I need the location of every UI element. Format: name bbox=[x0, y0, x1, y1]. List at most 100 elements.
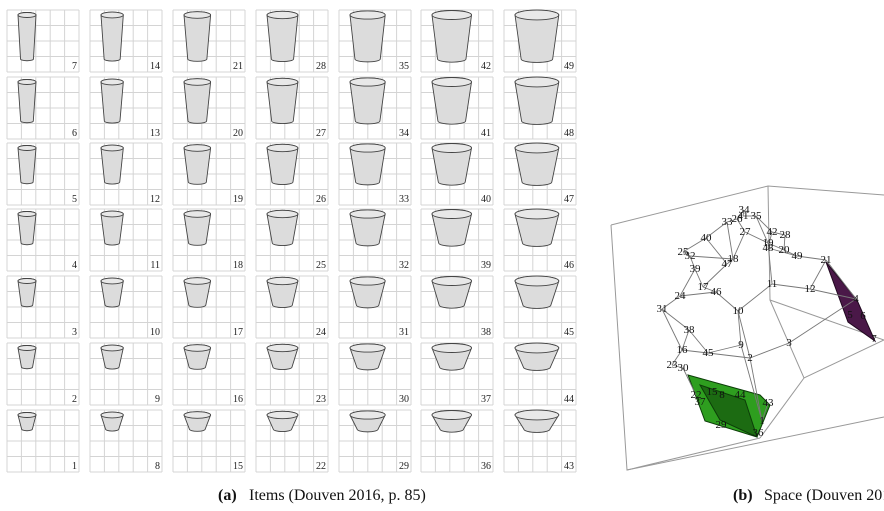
cup-rim bbox=[267, 11, 298, 18]
cup-rim bbox=[101, 79, 123, 85]
node-label: 33 bbox=[722, 216, 734, 228]
node-label: 31 bbox=[657, 303, 668, 315]
item-tile: 47 bbox=[504, 143, 576, 205]
item-tile: 36 bbox=[421, 410, 493, 472]
cup-rim bbox=[184, 412, 211, 419]
item-number: 2 bbox=[72, 394, 77, 405]
node-label: 5 bbox=[847, 309, 853, 321]
item-number: 17 bbox=[233, 327, 243, 338]
cup-rim bbox=[184, 145, 211, 152]
cup bbox=[18, 13, 36, 61]
cup-rim bbox=[18, 80, 36, 85]
item-number: 42 bbox=[481, 61, 491, 72]
item-tile: 49 bbox=[504, 10, 576, 72]
item-tile: 35 bbox=[339, 10, 411, 72]
caption-text: Items (Douven 2016, p. 85) bbox=[249, 487, 426, 504]
cup-rim bbox=[267, 277, 298, 284]
item-tile: 27 bbox=[256, 77, 328, 139]
node-label: 47 bbox=[722, 258, 734, 270]
cup-rim bbox=[432, 11, 472, 20]
item-tile: 13 bbox=[90, 77, 162, 139]
item-tile: 24 bbox=[256, 276, 328, 338]
node-label: 36 bbox=[753, 427, 765, 439]
item-number: 3 bbox=[72, 327, 77, 338]
item-number: 26 bbox=[316, 194, 326, 205]
item-tile: 25 bbox=[256, 209, 328, 271]
item-tile: 30 bbox=[339, 343, 411, 405]
cup bbox=[18, 80, 36, 123]
node-label: 16 bbox=[677, 344, 689, 356]
item-tile: 15 bbox=[173, 410, 245, 472]
item-number: 27 bbox=[316, 128, 326, 139]
item-number: 49 bbox=[564, 61, 574, 72]
node-label: 1 bbox=[759, 415, 765, 427]
item-tile: 11 bbox=[90, 209, 162, 271]
purple-region bbox=[826, 262, 875, 341]
item-tile: 23 bbox=[256, 343, 328, 405]
node-label: 39 bbox=[690, 263, 702, 275]
node-label: 27 bbox=[740, 226, 752, 238]
cup-rim bbox=[101, 145, 123, 151]
cup-rim bbox=[184, 79, 211, 86]
item-tile: 32 bbox=[339, 209, 411, 271]
item-tile: 33 bbox=[339, 143, 411, 205]
item-tile: 12 bbox=[90, 143, 162, 205]
item-number: 33 bbox=[399, 194, 409, 205]
item-tile: 28 bbox=[256, 10, 328, 72]
node-label: 29 bbox=[716, 419, 728, 431]
node-label: 49 bbox=[792, 250, 804, 262]
item-number: 34 bbox=[399, 128, 409, 139]
cup-rim bbox=[267, 411, 298, 418]
mesh-edge bbox=[789, 299, 856, 343]
node-label: 32 bbox=[685, 250, 696, 262]
cup-rim bbox=[432, 144, 472, 153]
node-label: 2 bbox=[747, 352, 753, 364]
cup-rim bbox=[18, 13, 36, 18]
node-label: 45 bbox=[703, 347, 715, 359]
cup-rim bbox=[515, 209, 559, 219]
item-number: 14 bbox=[150, 61, 160, 72]
cup-rim bbox=[432, 344, 472, 353]
item-number: 15 bbox=[233, 461, 243, 472]
cup bbox=[101, 12, 123, 61]
item-tile: 9 bbox=[90, 343, 162, 405]
item-number: 8 bbox=[155, 461, 160, 472]
cup-rim bbox=[101, 12, 123, 18]
cup-rim bbox=[101, 211, 123, 217]
item-tile: 42 bbox=[421, 10, 493, 72]
node-label: 44 bbox=[735, 389, 747, 401]
cup bbox=[18, 146, 36, 184]
item-number: 32 bbox=[399, 260, 409, 271]
item-number: 29 bbox=[399, 461, 409, 472]
item-tile: 43 bbox=[504, 410, 576, 472]
node-label: 28 bbox=[780, 229, 792, 241]
item-number: 18 bbox=[233, 260, 243, 271]
item-tile: 48 bbox=[504, 77, 576, 139]
caption-label: (a) bbox=[218, 487, 237, 504]
cup-rim bbox=[184, 345, 211, 352]
item-tile: 34 bbox=[339, 77, 411, 139]
item-tile: 16 bbox=[173, 343, 245, 405]
cup-rim bbox=[18, 413, 36, 418]
cup-rim bbox=[350, 78, 385, 86]
caption-text: Space (Douven 2016, p. 89 bbox=[764, 487, 884, 504]
node-label: 46 bbox=[711, 286, 723, 298]
cup-rim bbox=[350, 344, 385, 352]
item-number: 21 bbox=[233, 61, 243, 72]
cup-rim bbox=[18, 279, 36, 284]
item-number: 16 bbox=[233, 394, 243, 405]
item-tile: 39 bbox=[421, 209, 493, 271]
item-tile: 45 bbox=[504, 276, 576, 338]
cup-rim bbox=[515, 10, 559, 20]
cup-rim bbox=[515, 410, 559, 420]
node-label: 6 bbox=[860, 310, 866, 322]
cup-rim bbox=[432, 78, 472, 87]
item-tile: 21 bbox=[173, 10, 245, 72]
item-number: 11 bbox=[150, 260, 160, 271]
item-tile: 8 bbox=[90, 410, 162, 472]
mesh-edge bbox=[750, 343, 789, 358]
cup-rim bbox=[432, 411, 472, 420]
item-number: 7 bbox=[72, 61, 77, 72]
item-tile: 26 bbox=[256, 143, 328, 205]
node-label: 41 bbox=[738, 210, 749, 222]
